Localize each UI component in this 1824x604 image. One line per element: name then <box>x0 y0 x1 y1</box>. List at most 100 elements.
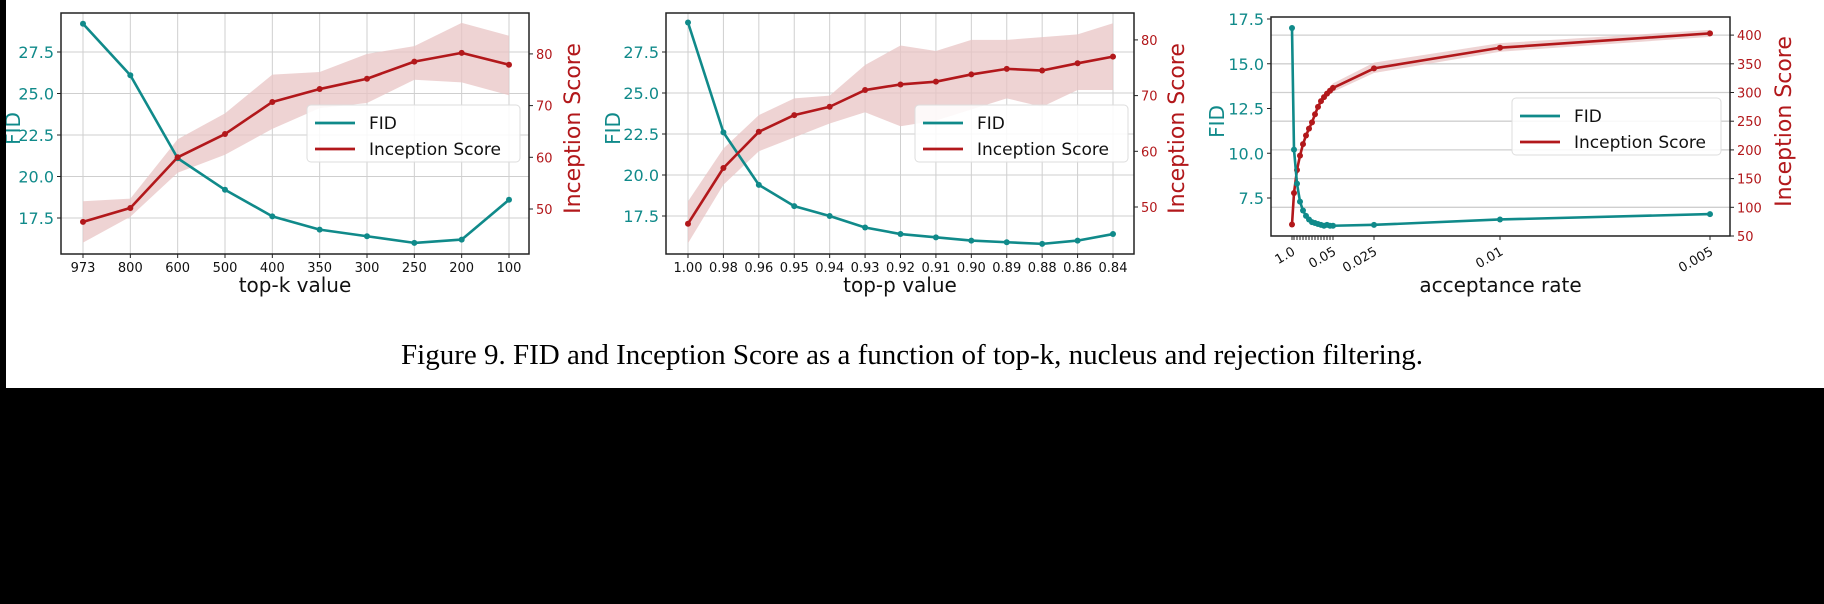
inception-score-point <box>1003 65 1010 72</box>
x-tick-label: 800 <box>118 261 143 276</box>
fid-point <box>685 19 691 26</box>
right-tick-label: 50 <box>536 203 553 218</box>
right-tick-label: 80 <box>536 48 553 63</box>
left-tick-label: 10.0 <box>1228 144 1264 163</box>
fid-point <box>364 233 370 240</box>
inception-score-point <box>411 58 418 65</box>
fid-point <box>1291 146 1297 153</box>
left-tick-label: 12.5 <box>1228 100 1264 119</box>
fid-point <box>80 20 86 27</box>
left-tick-label: 17.5 <box>623 207 659 226</box>
x-tick-label: 0.89 <box>992 261 1021 276</box>
chart-3: 7.5 10.0 12.5 15.0 17.5 50 100 150 200 250 300 350 4… <box>1205 10 1797 297</box>
x-tick-label: 0.025 <box>1340 244 1380 276</box>
inception-score-point <box>1312 111 1318 118</box>
fid-point <box>1497 216 1503 223</box>
fid-point <box>1289 24 1295 31</box>
inception-score-point <box>1371 65 1377 72</box>
x-tick-label: 0.94 <box>815 261 844 276</box>
fid-point <box>222 186 228 193</box>
x-tick-label: 0.98 <box>709 261 738 276</box>
left-tick-label: 17.5 <box>18 209 54 228</box>
x-tick-label: 1.0 <box>1273 244 1298 267</box>
left-axis-label: FID <box>1205 105 1229 138</box>
fid-point <box>1110 231 1116 238</box>
left-tick-label: 25.0 <box>623 84 659 103</box>
inception-score-point <box>932 78 939 85</box>
fid-point <box>458 236 465 243</box>
x-axis-label: acceptance rate <box>1419 273 1581 297</box>
inception-score-point <box>1039 67 1046 74</box>
inception-score-point <box>1297 152 1303 159</box>
inception-score-point <box>506 61 512 68</box>
legend: FID Inception Score <box>914 104 1129 163</box>
inception-score-point <box>458 49 465 56</box>
inception-score-point <box>1497 44 1503 51</box>
inception-score-series <box>80 49 512 225</box>
fid-point <box>1003 239 1010 246</box>
fid-point <box>1039 240 1046 247</box>
fid-point <box>791 203 798 210</box>
right-axis-label: Inception Score <box>1772 36 1797 207</box>
legend-inception-score: Inception Score <box>977 140 1109 160</box>
x-tick-label: 600 <box>165 261 190 276</box>
fid-point <box>1707 211 1713 218</box>
x-tick-label: 250 <box>402 261 427 276</box>
chart-2: 17.5 20.0 22.5 25.0 27.5 50 60 70 80 1.00 0.98 0.96… <box>601 12 1190 297</box>
x-tick-label: 973 <box>71 261 96 276</box>
inception-score-point <box>1303 132 1309 139</box>
inception-score-point <box>316 86 323 93</box>
x-tick-label: 100 <box>497 261 522 276</box>
left-tick-label: 17.5 <box>1228 10 1264 29</box>
inception-score-point <box>1315 103 1321 110</box>
x-tick-label: 300 <box>355 261 380 276</box>
legend-fid: FID <box>977 114 1005 134</box>
inception-score-point <box>127 204 134 211</box>
legend: FID Inception Score <box>1511 97 1722 156</box>
left-tick-label: 27.5 <box>18 43 54 62</box>
x-tick-label: 0.05 <box>1306 244 1339 271</box>
fid-series <box>685 19 1116 247</box>
chart-1: 17.5 20.0 22.5 25.0 27.5 50 60 70 80 973 800 600 500… <box>1 12 586 297</box>
inception-score-point <box>1707 30 1713 37</box>
inception-score-band <box>688 23 1113 244</box>
fid-point <box>127 72 134 79</box>
x-tick-label: 0.90 <box>957 261 986 276</box>
x-axis-label: top-p value <box>843 273 957 297</box>
x-tick-label: 200 <box>449 261 474 276</box>
right-tick-label: 50 <box>1737 230 1754 245</box>
inception-score-point <box>174 154 181 161</box>
legend-inception-score: Inception Score <box>1574 133 1706 153</box>
left-tick-label: 20.0 <box>18 168 54 187</box>
left-axis-label: FID <box>601 112 625 145</box>
legend-fid: FID <box>369 114 397 134</box>
inception-score-point <box>1289 221 1295 228</box>
inception-score-series <box>685 53 1116 227</box>
fid-point <box>897 231 904 238</box>
left-tick-label: 25.0 <box>18 85 54 104</box>
inception-score-point <box>755 128 762 135</box>
x-tick-label: 1.00 <box>674 261 703 276</box>
right-tick-label: 400 <box>1737 29 1762 44</box>
inception-score-point <box>1074 60 1081 67</box>
inception-score-band <box>83 22 509 243</box>
inception-score-point <box>685 220 691 227</box>
right-tick-label: 70 <box>536 100 553 115</box>
right-tick-label: 80 <box>1141 34 1158 49</box>
right-tick-label: 60 <box>1141 145 1158 160</box>
inception-score-point <box>862 87 869 94</box>
fid-point <box>1330 222 1336 229</box>
fid-point <box>932 234 939 241</box>
fid-point <box>862 224 869 231</box>
x-tick-label: 500 <box>213 261 238 276</box>
inception-score-point <box>364 75 370 82</box>
left-tick-label: 22.5 <box>623 125 659 144</box>
inception-score-point <box>1300 141 1306 148</box>
fid-point <box>506 196 512 203</box>
inception-score-point <box>1309 119 1315 126</box>
figure-caption: Figure 9. FID and Inception Score as a f… <box>401 339 1423 371</box>
fid-point <box>1074 237 1081 244</box>
fid-point <box>1300 207 1306 214</box>
right-tick-label: 150 <box>1737 173 1762 188</box>
